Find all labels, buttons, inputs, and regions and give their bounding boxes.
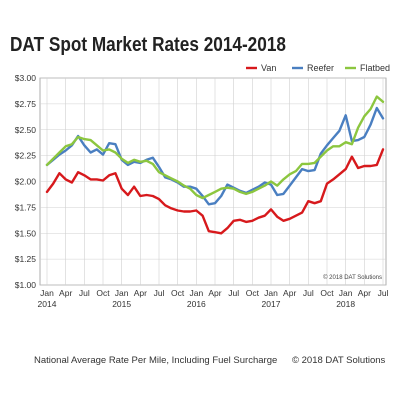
y-tick-label: $2.00 <box>15 177 37 187</box>
x-tick-label: Apr <box>134 288 147 298</box>
y-tick-label: $3.00 <box>15 73 37 83</box>
x-tick-label: Jul <box>79 288 90 298</box>
x-tick-label: Jul <box>378 288 389 298</box>
x-tick-label: Jul <box>303 288 314 298</box>
legend-label-flatbed: Flatbed <box>360 63 390 73</box>
y-tick-label: $1.00 <box>15 280 37 290</box>
x-tick-label: Jul <box>154 288 165 298</box>
x-tick-label: Jul <box>228 288 239 298</box>
x-tick-label: Jan <box>339 288 353 298</box>
x-tick-label: Jan <box>115 288 129 298</box>
x-tick-label: Oct <box>320 288 334 298</box>
y-tick-label: $1.50 <box>15 228 37 238</box>
x-tick-label: Jan <box>264 288 278 298</box>
series-line-flatbed <box>45 95 385 200</box>
y-tick-label: $1.25 <box>15 254 37 264</box>
x-tick-label: Apr <box>59 288 72 298</box>
x-tick-label: Oct <box>96 288 110 298</box>
footer-copyright: © 2018 DAT Solutions <box>292 355 386 366</box>
x-year-label: 2016 <box>187 299 206 309</box>
series-line-van <box>45 148 385 235</box>
y-tick-label: $1.75 <box>15 202 37 212</box>
x-tick-label: Jan <box>189 288 203 298</box>
legend-label-reefer: Reefer <box>307 63 334 73</box>
x-year-label: 2018 <box>336 299 355 309</box>
y-tick-label: $2.75 <box>15 99 37 109</box>
x-tick-label: Oct <box>246 288 260 298</box>
x-tick-label: Jan <box>40 288 54 298</box>
x-tick-label: Apr <box>358 288 371 298</box>
series-line-reefer <box>45 106 385 206</box>
x-year-label: 2017 <box>262 299 281 309</box>
chart-watermark: © 2018 DAT Solutions <box>323 274 382 281</box>
y-tick-label: $2.50 <box>15 125 37 135</box>
chart-title: DAT Spot Market Rates 2014-2018 <box>10 34 286 56</box>
x-tick-label: Apr <box>208 288 221 298</box>
legend-label-van: Van <box>261 63 276 73</box>
x-tick-label: Apr <box>283 288 296 298</box>
x-tick-label: Oct <box>171 288 185 298</box>
footer-caption: National Average Rate Per Mile, Includin… <box>34 355 278 366</box>
x-year-label: 2015 <box>112 299 131 309</box>
x-year-label: 2014 <box>38 299 57 309</box>
y-tick-label: $2.25 <box>15 151 37 161</box>
